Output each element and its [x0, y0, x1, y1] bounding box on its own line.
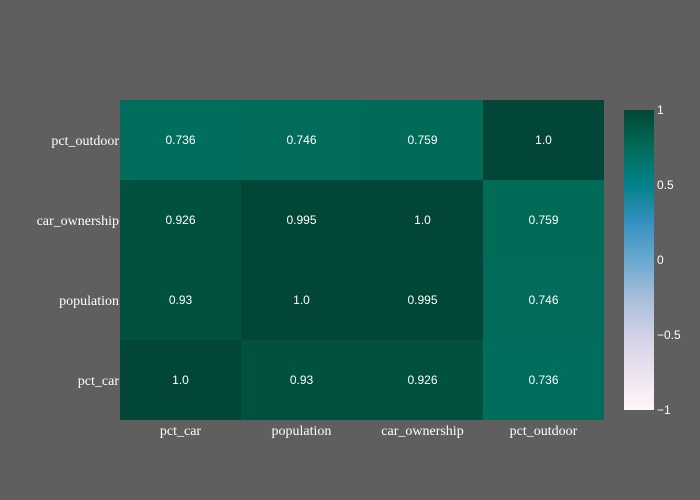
heatmap-cell-car_ownership-population — [241, 180, 362, 260]
cell-value-label: 0.759 — [528, 213, 558, 227]
cell-value-label: 1.0 — [535, 133, 552, 147]
cell-value-label: 0.736 — [165, 133, 195, 147]
heatmap-cell-pct_car-population — [241, 340, 362, 420]
heatmap-cells — [120, 100, 604, 420]
cell-value-label: 0.995 — [407, 293, 437, 307]
heatmap-cell-car_ownership-pct_outdoor — [483, 180, 604, 260]
heatmap-cell-car_ownership-pct_car — [120, 180, 241, 260]
cell-value-label: 1.0 — [293, 293, 310, 307]
heatmap-cell-pct_outdoor-population — [241, 100, 362, 180]
y-tick-label: population — [59, 294, 119, 309]
cell-value-label: 0.93 — [169, 293, 193, 307]
colorbar-tick-label: −0.5 — [657, 328, 681, 342]
y-axis: pct_car population car_ownership pct_outdoo… — [37, 134, 120, 389]
heatmap-cell-pct_outdoor-car_ownership — [362, 100, 483, 180]
heatmap-cell-population-population — [241, 260, 362, 340]
cell-value-label: 0.759 — [407, 133, 437, 147]
colorbar-tick-label: 0 — [657, 253, 664, 267]
x-tick-label: pct_car — [160, 424, 202, 439]
colorbar-gradient — [624, 110, 654, 410]
heatmap-cell-pct_outdoor-pct_car — [120, 100, 241, 180]
colorbar-tick-label: −1 — [657, 403, 671, 417]
x-tick-label: pct_outdoor — [510, 424, 578, 439]
x-tick-label: car_ownership — [381, 424, 463, 439]
cell-value-label: 0.746 — [286, 133, 316, 147]
heatmap-cell-pct_car-car_ownership — [362, 340, 483, 420]
heatmap-cell-population-pct_car — [120, 260, 241, 340]
x-tick-label: population — [272, 424, 332, 439]
heatmap-cell-pct_car-pct_outdoor — [483, 340, 604, 420]
cell-value-label: 1.0 — [414, 213, 431, 227]
y-tick-label: car_ownership — [37, 214, 119, 229]
colorbar-tick-label: 0.5 — [657, 178, 674, 192]
y-tick-label: pct_car — [78, 374, 120, 389]
cell-value-label: 0.746 — [528, 293, 558, 307]
colorbar: 1 0.5 0 −0.5 −1 — [624, 103, 681, 417]
heatmap-cell-pct_outdoor-pct_outdoor — [483, 100, 604, 180]
heatmap-cell-labels: 1.0 0.93 0.926 0.736 0.93 1.0 0.995 0.746 0.926 0… — [165, 133, 558, 387]
x-axis: pct_car population car_ownership pct_outdoo… — [160, 424, 578, 439]
cell-value-label: 0.995 — [286, 213, 316, 227]
cell-value-label: 0.93 — [290, 373, 314, 387]
heatmap-cell-population-pct_outdoor — [483, 260, 604, 340]
y-tick-label: pct_outdoor — [51, 134, 119, 149]
cell-value-label: 0.926 — [165, 213, 195, 227]
heatmap-cell-car_ownership-car_ownership — [362, 180, 483, 260]
cell-value-label: 0.736 — [528, 373, 558, 387]
colorbar-tick-label: 1 — [657, 103, 664, 117]
cell-value-label: 0.926 — [407, 373, 437, 387]
heatmap-cell-population-car_ownership — [362, 260, 483, 340]
heatmap-cell-pct_car-pct_car — [120, 340, 241, 420]
cell-value-label: 1.0 — [172, 373, 189, 387]
